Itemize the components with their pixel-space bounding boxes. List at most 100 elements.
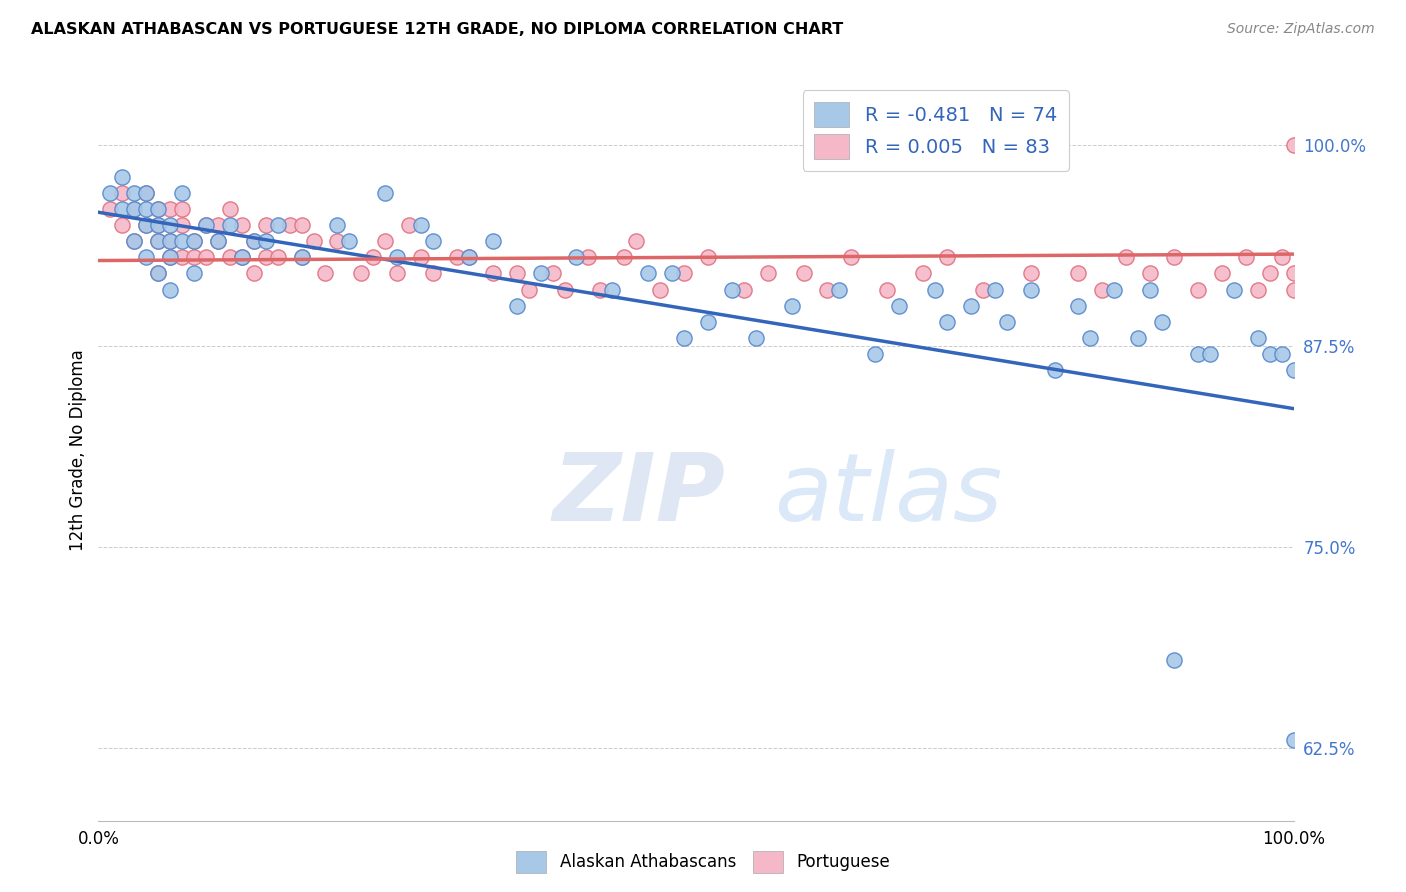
Point	[936, 250, 959, 264]
Point	[315, 267, 337, 281]
Point	[1080, 331, 1102, 345]
Point	[673, 331, 696, 345]
Point	[995, 315, 1018, 329]
Point	[697, 315, 720, 329]
Point	[780, 299, 803, 313]
Point	[554, 283, 576, 297]
Point	[578, 250, 600, 264]
Point	[219, 202, 242, 216]
Point	[1258, 347, 1281, 361]
Point	[159, 250, 181, 264]
Point	[159, 250, 181, 264]
Point	[411, 218, 433, 232]
Point	[326, 234, 349, 248]
Point	[148, 218, 170, 232]
Point	[613, 250, 636, 264]
Point	[172, 250, 194, 264]
Point	[1258, 267, 1281, 281]
Point	[326, 218, 349, 232]
Point	[124, 234, 146, 248]
Point	[1152, 315, 1174, 329]
Point	[697, 250, 720, 264]
Point	[517, 283, 540, 297]
Point	[278, 218, 301, 232]
Point	[124, 186, 146, 200]
Point	[111, 186, 134, 200]
Point	[1163, 250, 1185, 264]
Point	[98, 186, 122, 200]
Point	[291, 250, 314, 264]
Point	[1067, 299, 1090, 313]
Point	[291, 250, 314, 264]
Point	[637, 267, 659, 281]
Point	[148, 267, 170, 281]
Point	[1247, 283, 1270, 297]
Point	[661, 267, 683, 281]
Point	[135, 186, 157, 200]
Point	[183, 267, 205, 281]
Point	[159, 202, 181, 216]
Y-axis label: 12th Grade, No Diploma: 12th Grade, No Diploma	[69, 350, 87, 551]
Point	[458, 250, 481, 264]
Point	[756, 267, 779, 281]
Point	[195, 250, 218, 264]
Point	[291, 218, 314, 232]
Point	[267, 250, 290, 264]
Point	[1271, 347, 1294, 361]
Legend: Alaskan Athabascans, Portuguese: Alaskan Athabascans, Portuguese	[509, 845, 897, 880]
Point	[231, 218, 253, 232]
Point	[458, 250, 481, 264]
Point	[602, 283, 624, 297]
Point	[1128, 331, 1150, 345]
Point	[159, 234, 181, 248]
Point	[159, 283, 181, 297]
Point	[148, 234, 170, 248]
Point	[1223, 283, 1246, 297]
Point	[1282, 283, 1305, 297]
Point	[1282, 363, 1305, 377]
Point	[1234, 250, 1257, 264]
Point	[148, 218, 170, 232]
Point	[254, 218, 277, 232]
Point	[565, 250, 588, 264]
Point	[385, 250, 409, 264]
Point	[135, 186, 157, 200]
Point	[111, 169, 134, 184]
Point	[374, 186, 396, 200]
Point	[135, 202, 157, 216]
Point	[972, 283, 994, 297]
Point	[876, 283, 898, 297]
Point	[195, 218, 218, 232]
Point	[648, 283, 672, 297]
Point	[374, 234, 396, 248]
Point	[481, 267, 505, 281]
Point	[506, 267, 529, 281]
Point	[124, 202, 146, 216]
Point	[254, 250, 277, 264]
Point	[243, 234, 266, 248]
Point	[924, 283, 946, 297]
Point	[733, 283, 755, 297]
Point	[1282, 733, 1305, 747]
Point	[111, 218, 134, 232]
Point	[673, 267, 696, 281]
Point	[254, 234, 277, 248]
Point	[148, 202, 170, 216]
Point	[936, 315, 959, 329]
Point	[1247, 331, 1270, 345]
Text: Source: ZipAtlas.com: Source: ZipAtlas.com	[1227, 22, 1375, 37]
Point	[207, 234, 229, 248]
Point	[828, 283, 851, 297]
Point	[231, 250, 253, 264]
Point	[172, 218, 194, 232]
Point	[207, 218, 229, 232]
Point	[124, 234, 146, 248]
Point	[148, 267, 170, 281]
Point	[1271, 250, 1294, 264]
Point	[159, 234, 181, 248]
Text: atlas: atlas	[773, 450, 1002, 541]
Point	[793, 267, 815, 281]
Point	[815, 283, 838, 297]
Point	[243, 234, 266, 248]
Point	[506, 299, 529, 313]
